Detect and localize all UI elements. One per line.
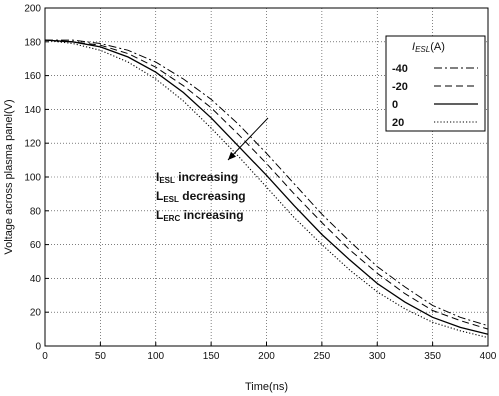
y-tick-label: 80	[30, 206, 42, 217]
y-tick-label: 40	[30, 274, 42, 285]
annotation-line-2-rest: decreasing	[179, 189, 246, 203]
annotation: IESL increasing LESL decreasing LERC inc…	[156, 117, 269, 223]
annotation-line-1-sub: ESL	[159, 176, 175, 185]
x-tick-label: 50	[95, 351, 107, 362]
y-tick-label: 0	[35, 342, 41, 353]
x-axis-title: Time(ns)	[245, 381, 288, 393]
legend-title-unit: (A)	[430, 41, 445, 53]
y-tick-label: 120	[24, 139, 41, 150]
legend-label-2: 0	[392, 99, 398, 111]
series-line-1	[44, 39, 489, 330]
y-tick-label: 200	[24, 4, 41, 15]
y-tick-label: 60	[30, 240, 42, 251]
y-tick-label: 140	[24, 105, 41, 116]
x-tick-label: 100	[147, 351, 164, 362]
series-line-0	[45, 39, 489, 327]
legend-title: IESL(A)	[412, 41, 445, 54]
legend-items: -40 -20 0 20	[392, 63, 478, 129]
annotation-line-1-main: I	[156, 170, 159, 184]
y-tick-label: 20	[30, 308, 42, 319]
ticks: 0 50 100 150 200 250 300 350 4000204060801001201…	[24, 4, 496, 363]
annotation-line-2: LESL decreasing	[156, 189, 246, 204]
y-axis-title: Voltage across plasma panel(V)	[3, 99, 15, 254]
annotation-arrow	[227, 117, 269, 161]
y-tick-label: 160	[24, 71, 41, 82]
annotation-line-1-rest: increasing	[175, 170, 238, 184]
legend-label-3: 20	[392, 117, 404, 129]
annotation-line-2-sub: ESL	[163, 195, 179, 204]
x-tick-label: 250	[314, 351, 331, 362]
x-tick-label: 400	[480, 351, 497, 362]
legend: IESL(A) -40 -20 0 20	[385, 35, 486, 132]
legend-title-sub: ESL	[415, 45, 430, 54]
annotation-line-2-main: L	[156, 189, 163, 203]
legend-label-1: -20	[392, 81, 408, 93]
annotation-line-3: LERC increasing	[156, 208, 244, 223]
series-line-2	[44, 39, 489, 335]
annotation-line-3-rest: increasing	[180, 208, 243, 222]
annotation-arrowhead	[228, 151, 237, 160]
legend-box	[385, 35, 486, 132]
series-lines	[44, 39, 489, 339]
legend-label-0: -40	[392, 63, 408, 75]
x-tick-label: 350	[424, 351, 441, 362]
x-tick-label: 150	[203, 351, 220, 362]
y-tick-label: 100	[24, 173, 41, 184]
x-tick-label: 300	[369, 351, 386, 362]
annotation-line-3-sub: ERC	[163, 214, 180, 223]
x-tick-label: 200	[258, 351, 275, 362]
x-tick-label: 0	[42, 351, 48, 362]
annotation-line-3-main: L	[156, 208, 163, 222]
annotation-line-1: IESL increasing	[156, 170, 238, 185]
legend-title-main: I	[412, 41, 415, 53]
y-tick-label: 180	[24, 37, 41, 48]
